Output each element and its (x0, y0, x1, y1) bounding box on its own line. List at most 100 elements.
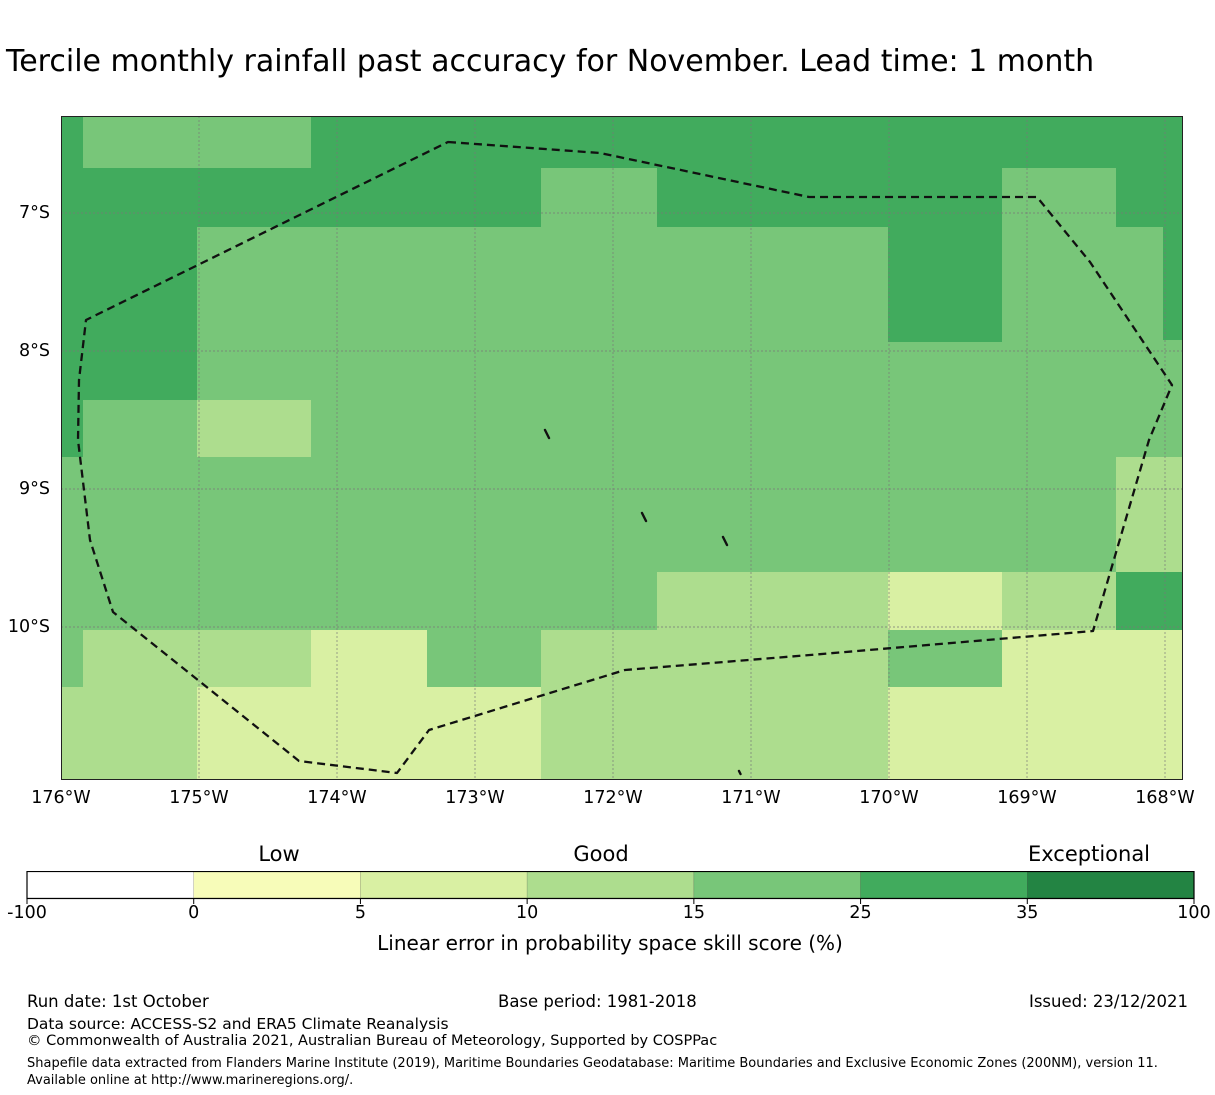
map-grid-cell (427, 400, 541, 457)
map-grid-cell (311, 630, 427, 687)
map-grid-cell (427, 745, 541, 780)
island-marker (721, 535, 729, 547)
map-grid-cell (427, 515, 541, 572)
map-grid-cell (83, 630, 197, 687)
map-grid-cell (1002, 515, 1116, 572)
map-grid-cell (541, 116, 657, 168)
colorbar-segment (360, 871, 528, 899)
x-tick-label: 169°W (997, 788, 1057, 808)
map-grid-cell (61, 285, 83, 342)
map-grid-cell (888, 342, 1002, 400)
map-grid-cell (771, 630, 888, 687)
colorbar-tick-label: 5 (354, 903, 366, 923)
map-grid-cell (197, 630, 311, 687)
map-grid-cell (771, 457, 888, 515)
colorbar-tick-label: 100 (1177, 903, 1211, 923)
colorbar-segment (1027, 871, 1195, 899)
run-date-text: Run date: 1st October (27, 992, 209, 1011)
map-grid-cell (427, 457, 541, 515)
map-grid-cell (771, 745, 888, 780)
map-grid-cell (311, 515, 427, 572)
y-tick-label: 9°S (19, 479, 50, 499)
map-grid-cell (657, 515, 771, 572)
map-grid-cell (1002, 687, 1116, 745)
x-tick-label: 168°W (1135, 788, 1195, 808)
map-grid-cell (427, 116, 541, 168)
map-grid-cell (427, 285, 541, 342)
map-grid-cell (657, 116, 771, 168)
map-grid-cell (541, 400, 657, 457)
y-tick-label: 10°S (7, 617, 50, 637)
data-source-text: Data source: ACCESS-S2 and ERA5 Climate … (27, 1015, 449, 1033)
map-grid-cell (197, 116, 311, 168)
map-grid-cell (771, 515, 888, 572)
x-tick-label: 172°W (583, 788, 643, 808)
map-grid-cell (83, 116, 197, 168)
map-grid-cell (1002, 285, 1116, 342)
map-grid-cell (1116, 630, 1183, 687)
map-grid-cell (83, 572, 197, 630)
map-grid-cell (1116, 687, 1183, 745)
map-grid-cell (83, 515, 197, 572)
map-grid-cell (657, 168, 771, 227)
map-grid-cell (311, 285, 427, 342)
map-grid-cell (311, 400, 427, 457)
rainfall-accuracy-map (60, 116, 1183, 780)
map-grid-cell (1002, 227, 1116, 285)
y-tick-label: 7°S (19, 203, 50, 223)
map-grid-cell (197, 400, 311, 457)
map-grid-cell (1002, 745, 1116, 780)
map-grid-cell (771, 687, 888, 745)
map-grid-cell (197, 687, 311, 745)
map-grid-cell (541, 285, 657, 342)
map-grid-cell (197, 342, 311, 400)
map-grid-cell (541, 745, 657, 780)
x-tick-label: 173°W (445, 788, 505, 808)
map-grid-cell (61, 572, 83, 630)
colorbar-segment (693, 871, 861, 899)
map-grid-cell (771, 342, 888, 400)
map-grid-cell (657, 745, 771, 780)
map-grid-cell (888, 687, 1002, 745)
map-grid-cell (541, 342, 657, 400)
map-canvas (60, 116, 1183, 780)
map-grid-cell (311, 745, 427, 780)
map-grid-cell (1163, 168, 1183, 340)
map-grid-cell (61, 168, 83, 227)
colorbar-segment (860, 871, 1028, 899)
map-grid-cell (197, 745, 311, 780)
issued-date-text: Issued: 23/12/2021 (1028, 992, 1188, 1011)
map-grid-cell (888, 116, 1002, 168)
map-grid-cell (1002, 342, 1116, 400)
map-border (61, 116, 1183, 780)
map-grid-cell (657, 227, 771, 285)
map-grid-cell (197, 168, 311, 227)
map-grid-cell (888, 745, 1002, 780)
colorbar-segment (193, 871, 361, 899)
colorbar-tick-label: -100 (7, 903, 47, 923)
colorbar-category-header: Good (573, 842, 629, 866)
colorbar (26, 871, 1195, 904)
map-grid-cell (311, 572, 427, 630)
map-grid-cell (61, 116, 83, 168)
map-grid-cell (83, 400, 197, 457)
map-grid-cell (311, 687, 427, 745)
map-grid-cell (888, 285, 1002, 342)
map-grid-cell (1002, 572, 1116, 630)
map-grid-cell (427, 227, 541, 285)
colorbar-tick-label: 10 (516, 903, 539, 923)
map-grid-cell (61, 515, 83, 572)
map-grid-cell (541, 168, 657, 227)
map-grid-cell (427, 342, 541, 400)
map-grid-cell (771, 116, 888, 168)
island-marker (640, 511, 648, 523)
colorbar-caption: Linear error in probability space skill … (377, 931, 843, 955)
map-grid-cell (427, 168, 541, 227)
colorbar-tick-label: 15 (682, 903, 705, 923)
map-grid-cell (197, 457, 311, 515)
map-grid-cell (1116, 400, 1183, 457)
colorbar-tick-label: 0 (188, 903, 200, 923)
x-tick-label: 170°W (859, 788, 919, 808)
map-grid-cell (541, 457, 657, 515)
map-grid-cell (61, 630, 83, 687)
